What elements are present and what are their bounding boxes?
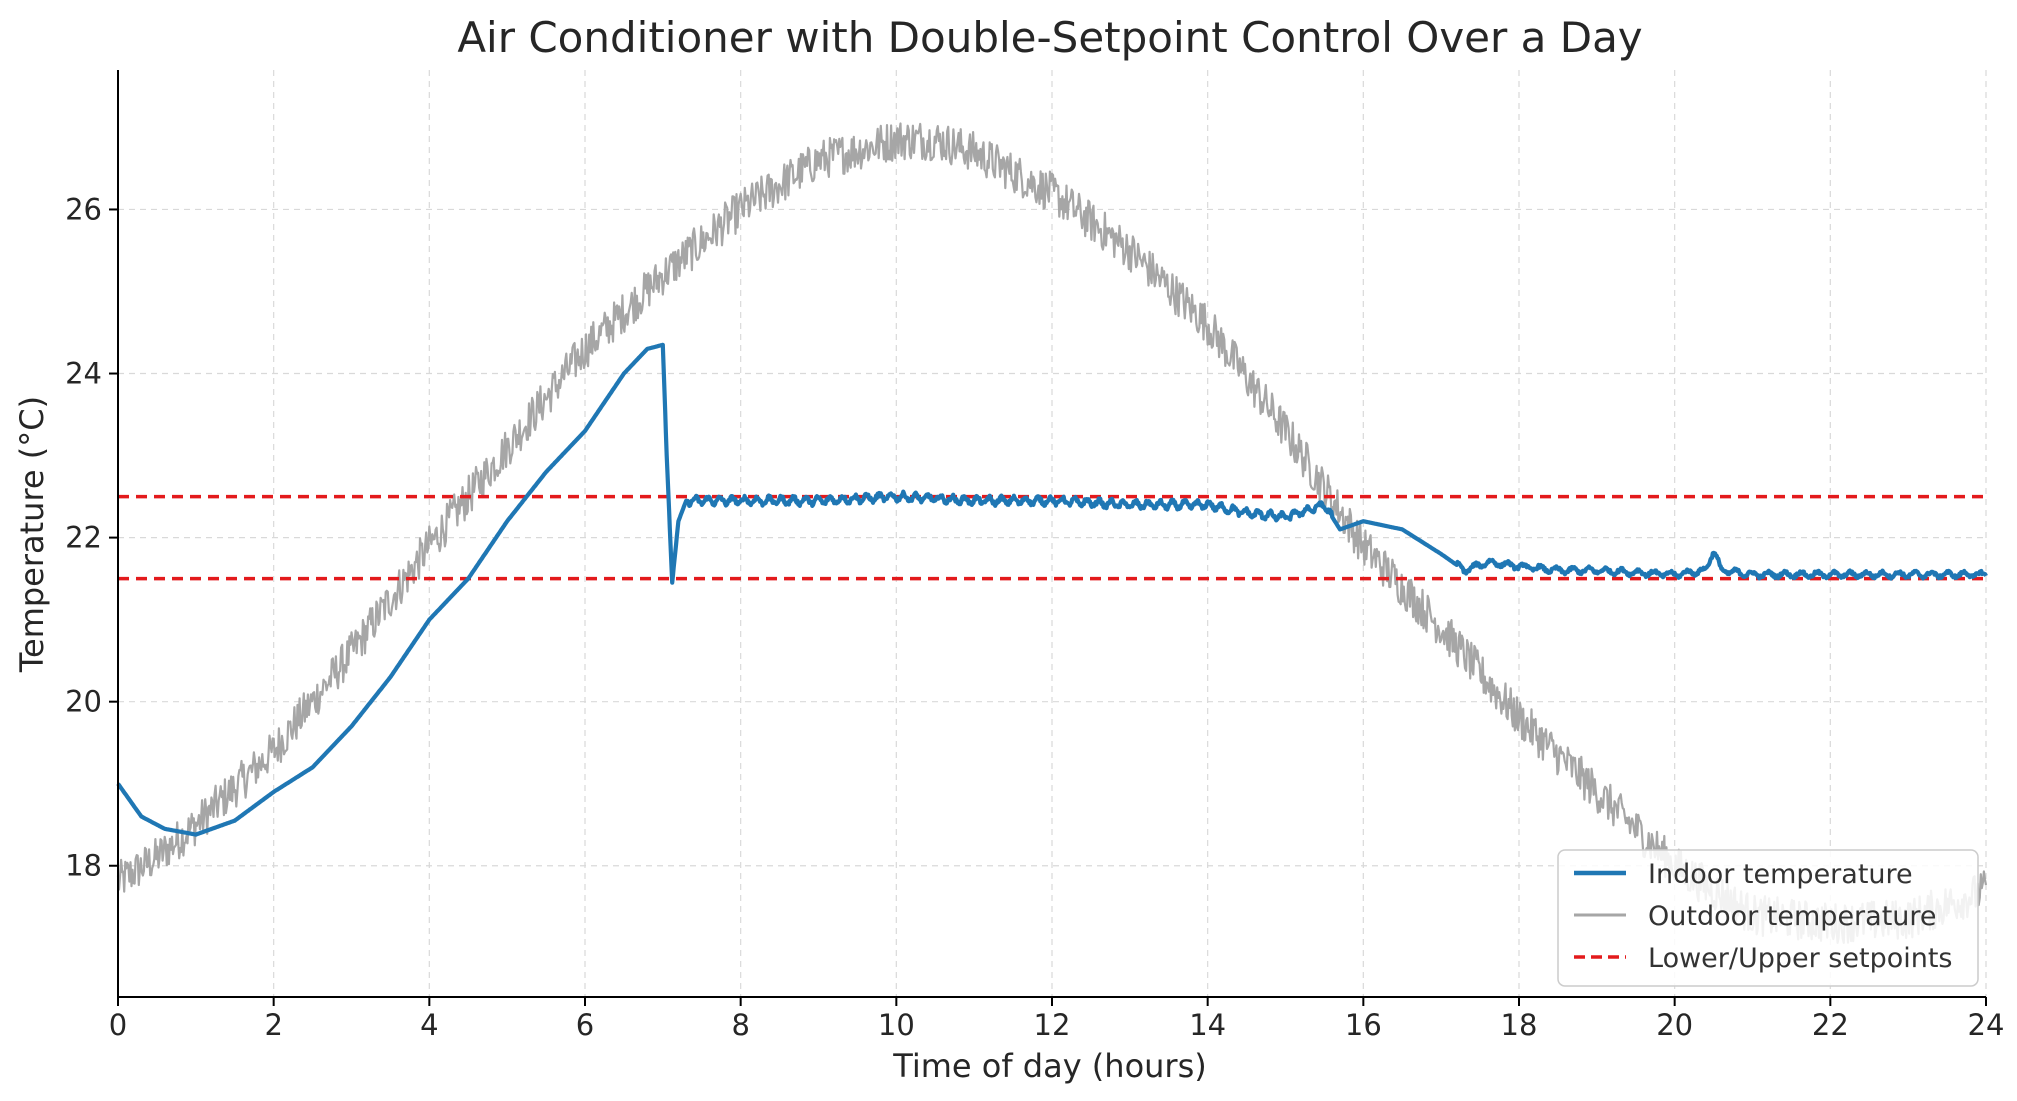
x-tick-label: 4 <box>420 1008 438 1042</box>
x-tick-label: 8 <box>731 1008 749 1042</box>
legend: Indoor temperature Outdoor temperature L… <box>1557 849 1979 987</box>
legend-outdoor-label: Outdoor temperature <box>1648 901 1937 932</box>
legend-indoor-label: Indoor temperature <box>1648 859 1913 890</box>
x-tick-label: 6 <box>576 1008 594 1042</box>
x-tick-label: 12 <box>1034 1008 1071 1042</box>
x-tick-label: 10 <box>878 1008 915 1042</box>
legend-frame <box>1557 849 1979 987</box>
x-tick-label: 22 <box>1812 1008 1849 1042</box>
y-tick-label: 26 <box>65 192 102 226</box>
y-axis-label: Temperature (°C) <box>13 396 51 673</box>
x-tick-label: 24 <box>1968 1008 2005 1042</box>
x-tick-label: 14 <box>1189 1008 1226 1042</box>
x-tick-label: 16 <box>1345 1008 1382 1042</box>
legend-setpoints-label: Lower/Upper setpoints <box>1648 943 1953 974</box>
x-tick-label: 2 <box>264 1008 282 1042</box>
x-tick-label: 20 <box>1656 1008 1693 1042</box>
x-axis-label: Time of day (hours) <box>892 1047 1206 1085</box>
series-indoor-line <box>116 342 1988 837</box>
y-tick-label: 24 <box>65 357 102 391</box>
plot-area <box>116 122 1988 944</box>
y-tick-label: 18 <box>65 849 102 883</box>
x-tick-label: 18 <box>1501 1008 1538 1042</box>
chart-title: Air Conditioner with Double-Setpoint Con… <box>457 13 1642 62</box>
y-tick-label: 22 <box>65 521 102 555</box>
x-tick-label: 0 <box>109 1008 127 1042</box>
y-tick-label: 20 <box>65 685 102 719</box>
